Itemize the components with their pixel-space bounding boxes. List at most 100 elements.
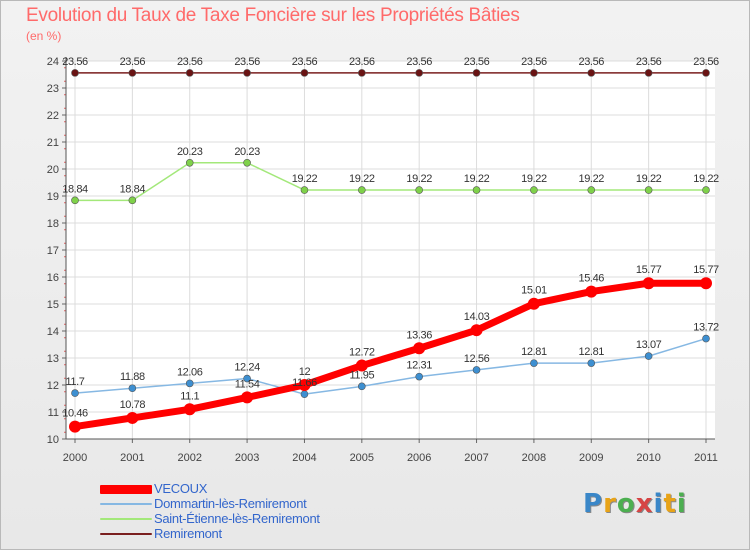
data-label: 12.56 — [464, 353, 490, 365]
legend-swatch — [100, 503, 152, 505]
series-line — [74, 162, 707, 202]
series-line — [74, 337, 707, 395]
data-point — [69, 420, 81, 433]
data-label: 12.31 — [406, 360, 432, 372]
data-label: 19.22 — [464, 173, 490, 185]
data-label: 20.23 — [234, 146, 260, 158]
unit-label: (en %) — [26, 29, 62, 43]
data-label: 10.46 — [62, 408, 88, 420]
data-point — [415, 372, 423, 381]
data-label: 19.22 — [292, 173, 318, 185]
y-tick-label: 13 — [47, 353, 59, 365]
logo-letter: i — [653, 489, 664, 519]
legend-swatch — [100, 533, 152, 535]
y-tick-label: 24 — [47, 56, 59, 68]
data-label: 12.81 — [579, 346, 605, 358]
x-tick-label: 2000 — [63, 452, 87, 464]
y-tick-label: 21 — [47, 137, 59, 149]
proxiti-logo: Proxiti — [583, 489, 687, 519]
x-tick-label: 2005 — [350, 452, 374, 464]
x-tick-label: 2007 — [464, 452, 488, 464]
data-label: 18.84 — [120, 183, 146, 195]
x-tick-label: 2003 — [235, 452, 259, 464]
data-label: 23.56 — [464, 56, 490, 68]
y-tick-label: 20 — [47, 164, 59, 176]
legend-swatch — [100, 484, 152, 494]
legend-item: Saint-Étienne-lès-Remiremont — [100, 511, 400, 527]
data-point — [587, 69, 596, 77]
data-point — [415, 69, 423, 77]
data-label: 23.56 — [62, 56, 88, 68]
y-tick-label: 10 — [47, 434, 59, 446]
data-label: 14.03 — [464, 311, 490, 323]
series-dommartin-l-s-remiremont — [71, 334, 710, 398]
data-label: 23.56 — [234, 56, 260, 68]
y-tick-label: 14 — [47, 326, 59, 338]
data-point — [644, 352, 653, 360]
y-tick-label: 17 — [47, 245, 59, 257]
data-label: 15.77 — [693, 264, 719, 276]
data-label: 19.22 — [579, 173, 605, 185]
data-label: 23.56 — [120, 56, 146, 68]
data-label: 11.1 — [180, 390, 199, 402]
series-vecoux — [69, 277, 712, 433]
x-tick-label: 2008 — [522, 452, 546, 464]
data-point — [530, 69, 538, 77]
data-point — [642, 277, 655, 290]
data-point — [358, 186, 366, 194]
legend-label: VECOUX — [154, 481, 208, 496]
data-label: 11.88 — [120, 371, 145, 383]
data-label: 12 — [299, 366, 311, 378]
data-point — [300, 69, 309, 77]
data-point — [128, 196, 137, 205]
legend-label: Remiremont — [154, 526, 222, 541]
y-tick-label: 22 — [47, 110, 59, 122]
data-label: 12.81 — [521, 346, 547, 358]
logo-letter: t — [663, 489, 677, 519]
data-label: 11.66 — [292, 377, 317, 389]
data-point — [472, 186, 481, 194]
data-label: 19.22 — [406, 173, 432, 185]
logo-letter: P — [583, 489, 604, 519]
data-point — [644, 69, 653, 77]
data-point — [71, 389, 79, 397]
y-tick-label: 15 — [47, 299, 59, 311]
data-point — [530, 359, 538, 367]
chart-title: Evolution du Taux de Taxe Foncière sur l… — [26, 5, 520, 26]
legend-item: Dommartin-lès-Remiremont — [100, 496, 400, 512]
x-tick-label: 2009 — [579, 452, 603, 464]
data-label: 20.23 — [177, 146, 203, 158]
y-tick-label: 12 — [47, 380, 59, 392]
legend-swatch — [100, 518, 152, 520]
y-tick-label: 18 — [47, 218, 59, 230]
data-point — [587, 186, 596, 194]
legend-item: VECOUX — [100, 481, 400, 497]
data-label: 23.56 — [349, 56, 375, 68]
data-point — [300, 390, 309, 398]
data-point — [185, 379, 194, 388]
data-point — [702, 69, 710, 77]
legend-label: Saint-Étienne-lès-Remiremont — [154, 511, 320, 526]
data-point — [183, 403, 196, 416]
data-label: 18.84 — [62, 183, 88, 195]
data-label: 23.56 — [521, 56, 547, 68]
series-remiremont — [71, 69, 710, 77]
x-tick-label: 2010 — [636, 452, 660, 464]
data-point — [71, 196, 79, 205]
data-label: 13.72 — [693, 322, 719, 334]
legend-label: Dommartin-lès-Remiremont — [154, 496, 307, 511]
y-tick-label: 16 — [47, 272, 59, 284]
data-label: 13.07 — [636, 339, 662, 351]
data-point — [243, 69, 251, 77]
logo-letter: o — [616, 489, 636, 519]
data-point — [700, 277, 712, 290]
data-label: 19.22 — [636, 173, 662, 185]
x-tick-label: 2002 — [177, 452, 201, 464]
logo-letter: x — [635, 489, 654, 519]
y-tick-label: 19 — [47, 191, 59, 203]
data-point — [243, 158, 251, 167]
data-label: 12.24 — [234, 362, 260, 374]
data-label: 15.77 — [636, 264, 662, 276]
data-label: 11.7 — [66, 376, 85, 388]
